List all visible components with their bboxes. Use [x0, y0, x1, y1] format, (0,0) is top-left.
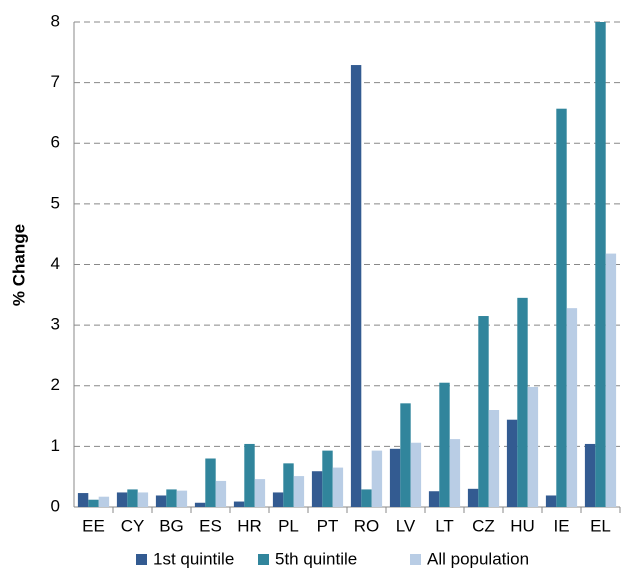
bar	[205, 458, 216, 507]
y-tick-label: 5	[51, 193, 60, 212]
x-tick-label: HU	[510, 516, 535, 535]
bar	[137, 492, 149, 507]
x-tick-label: BG	[159, 516, 184, 535]
y-tick-label: 3	[51, 315, 60, 334]
legend-swatch	[136, 554, 147, 565]
y-tick-label: 4	[51, 254, 60, 273]
bar	[361, 489, 372, 507]
bar	[467, 488, 479, 507]
bar	[88, 499, 99, 507]
bar	[244, 443, 255, 507]
y-tick-label: 1	[51, 436, 60, 455]
bar	[322, 450, 333, 507]
bar	[332, 467, 344, 507]
bar	[566, 308, 578, 507]
bar	[127, 489, 138, 507]
bar	[595, 22, 606, 507]
bar	[233, 501, 245, 507]
x-tick-label: CY	[121, 516, 145, 535]
bar	[545, 495, 557, 507]
bar	[410, 442, 422, 507]
y-axis-label: % Change	[9, 224, 28, 306]
x-tick-label: IE	[553, 516, 569, 535]
bar	[215, 480, 227, 507]
bar	[478, 316, 489, 507]
bar	[311, 471, 323, 507]
bar	[371, 450, 383, 507]
bar	[584, 443, 596, 507]
legend-swatch	[410, 554, 421, 565]
x-tick-label: ES	[199, 516, 222, 535]
bar	[293, 476, 305, 507]
legend-swatch	[258, 554, 269, 565]
x-tick-label: LV	[396, 516, 416, 535]
x-tick-label: RO	[354, 516, 380, 535]
bar	[166, 489, 177, 507]
bar	[254, 479, 266, 507]
bar	[506, 419, 518, 507]
x-tick-label: EE	[82, 516, 105, 535]
legend-label: 1st quintile	[153, 549, 234, 568]
y-tick-label: 6	[51, 133, 60, 152]
bar	[116, 492, 128, 507]
x-tick-label: PL	[278, 516, 299, 535]
bar	[400, 403, 411, 507]
y-tick-label: 8	[51, 11, 60, 30]
bar	[527, 386, 539, 507]
bar	[194, 502, 206, 507]
legend-label: 5th quintile	[275, 549, 357, 568]
x-tick-label: EL	[590, 516, 611, 535]
bar	[176, 490, 188, 507]
y-tick-label: 2	[51, 375, 60, 394]
bar	[155, 495, 167, 507]
bar	[488, 410, 500, 507]
y-tick-label: 7	[51, 72, 60, 91]
x-tick-label: LT	[435, 516, 454, 535]
bar	[556, 108, 567, 507]
y-tick-label: 0	[51, 496, 60, 515]
x-tick-label: CZ	[472, 516, 495, 535]
bar	[439, 382, 450, 507]
bar	[98, 496, 110, 507]
bar	[428, 491, 440, 507]
bar	[350, 65, 362, 507]
bar	[283, 463, 294, 507]
bar	[605, 253, 617, 507]
bar	[272, 492, 284, 507]
bar	[77, 493, 89, 507]
legend-label: All population	[427, 549, 529, 568]
x-tick-label: PT	[317, 516, 339, 535]
bar	[389, 448, 401, 507]
bar	[517, 297, 528, 507]
x-tick-label: HR	[237, 516, 262, 535]
bar	[449, 439, 461, 507]
